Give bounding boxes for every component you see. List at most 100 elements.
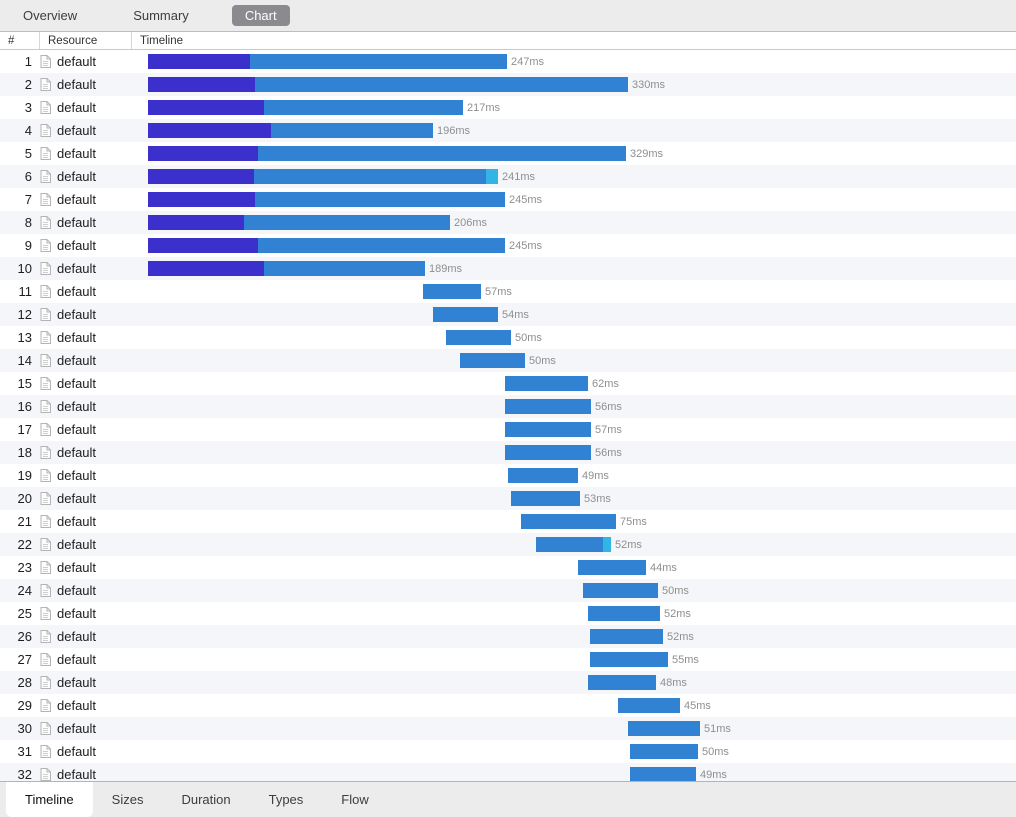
timeline-bar bbox=[628, 721, 700, 736]
table-row[interactable]: 26 default 52ms bbox=[0, 625, 1016, 648]
document-icon bbox=[40, 745, 52, 758]
table-row[interactable]: 10 default 189ms bbox=[0, 257, 1016, 280]
resource-cell: default bbox=[40, 629, 140, 644]
column-header-timeline[interactable]: Timeline bbox=[140, 34, 184, 47]
bar-segment-blue bbox=[536, 537, 603, 552]
bar-segment-blue bbox=[244, 215, 450, 230]
bar-segment-blue bbox=[423, 284, 481, 299]
table-row[interactable]: 32 default 49ms bbox=[0, 763, 1016, 781]
duration-label: 50ms bbox=[515, 331, 542, 344]
timeline-cell: 49ms bbox=[140, 767, 1016, 781]
table-row[interactable]: 16 default 56ms bbox=[0, 395, 1016, 418]
column-header-number[interactable]: # bbox=[0, 32, 40, 49]
timeline-cell: 56ms bbox=[140, 445, 1016, 460]
row-number: 12 bbox=[17, 307, 32, 322]
column-header-resource[interactable]: Resource bbox=[40, 32, 132, 49]
tab-summary[interactable]: Summary bbox=[133, 8, 189, 23]
table-row[interactable]: 11 default 57ms bbox=[0, 280, 1016, 303]
resource-rows: 1 default 247ms 2 bbox=[0, 50, 1016, 781]
table-row[interactable]: 23 default 44ms bbox=[0, 556, 1016, 579]
resource-label: default bbox=[57, 307, 97, 322]
table-row[interactable]: 20 default 53ms bbox=[0, 487, 1016, 510]
timeline-bar bbox=[148, 100, 463, 115]
tab-chart[interactable]: Chart bbox=[231, 5, 290, 26]
table-row[interactable]: 15 default 62ms bbox=[0, 372, 1016, 395]
table-row[interactable]: 17 default 57ms bbox=[0, 418, 1016, 441]
table-row[interactable]: 5 default 329ms bbox=[0, 142, 1016, 165]
duration-label: 51ms bbox=[704, 722, 731, 735]
row-number: 21 bbox=[17, 514, 32, 529]
resource-cell: default bbox=[40, 652, 140, 667]
table-row[interactable]: 27 default 55ms bbox=[0, 648, 1016, 671]
table-row[interactable]: 7 default 245ms bbox=[0, 188, 1016, 211]
tab-duration[interactable]: Duration bbox=[181, 792, 231, 807]
table-row[interactable]: 4 default 196ms bbox=[0, 119, 1016, 142]
table-row[interactable]: 31 default 50ms bbox=[0, 740, 1016, 763]
resource-label: default bbox=[57, 445, 97, 460]
row-number: 31 bbox=[17, 744, 32, 759]
resource-label: default bbox=[57, 652, 97, 667]
timeline-bar bbox=[505, 422, 591, 437]
tab-types[interactable]: Types bbox=[268, 792, 304, 807]
table-row[interactable]: 22 default 52ms bbox=[0, 533, 1016, 556]
timeline-cell: 206ms bbox=[140, 215, 1016, 230]
resource-cell: default bbox=[40, 123, 140, 138]
row-number: 28 bbox=[17, 675, 32, 690]
table-row[interactable]: 1 default 247ms bbox=[0, 50, 1016, 73]
table-row[interactable]: 28 default 48ms bbox=[0, 671, 1016, 694]
bar-segment-blue bbox=[258, 238, 505, 253]
table-row[interactable]: 12 default 54ms bbox=[0, 303, 1016, 326]
row-number: 11 bbox=[18, 284, 33, 299]
document-icon bbox=[40, 492, 52, 505]
tab-sizes[interactable]: Sizes bbox=[111, 792, 144, 807]
timeline-bar bbox=[148, 123, 433, 138]
resource-cell: default bbox=[40, 445, 140, 460]
timeline-cell: 57ms bbox=[140, 422, 1016, 437]
resource-cell: default bbox=[40, 560, 140, 575]
resource-label: default bbox=[57, 560, 97, 575]
duration-label: 196ms bbox=[437, 124, 471, 137]
resource-label: default bbox=[57, 422, 97, 437]
table-row[interactable]: 24 default 50ms bbox=[0, 579, 1016, 602]
resource-label: default bbox=[57, 100, 97, 115]
table-row[interactable]: 18 default 56ms bbox=[0, 441, 1016, 464]
resource-cell: default bbox=[40, 307, 140, 322]
timeline-cell: 50ms bbox=[140, 744, 1016, 759]
table-row[interactable]: 21 default 75ms bbox=[0, 510, 1016, 533]
timeline-cell: 50ms bbox=[140, 353, 1016, 368]
timeline-bar bbox=[148, 192, 505, 207]
bar-segment-blue bbox=[630, 744, 698, 759]
duration-label: 245ms bbox=[509, 193, 543, 206]
row-number: 32 bbox=[17, 767, 32, 781]
table-row[interactable]: 3 default 217ms bbox=[0, 96, 1016, 119]
duration-label: 57ms bbox=[485, 285, 512, 298]
table-row[interactable]: 19 default 49ms bbox=[0, 464, 1016, 487]
tab-overview[interactable]: Overview bbox=[23, 8, 78, 23]
table-row[interactable]: 13 default 50ms bbox=[0, 326, 1016, 349]
table-row[interactable]: 30 default 51ms bbox=[0, 717, 1016, 740]
table-row[interactable]: 25 default 52ms bbox=[0, 602, 1016, 625]
table-row[interactable]: 9 default 245ms bbox=[0, 234, 1016, 257]
resource-label: default bbox=[57, 583, 97, 598]
resource-cell: default bbox=[40, 675, 140, 690]
table-row[interactable]: 8 default 206ms bbox=[0, 211, 1016, 234]
document-icon bbox=[40, 699, 52, 712]
duration-label: 189ms bbox=[429, 262, 463, 275]
row-number: 2 bbox=[24, 77, 32, 92]
table-row[interactable]: 29 default 45ms bbox=[0, 694, 1016, 717]
tab-timeline[interactable]: Timeline bbox=[6, 782, 93, 817]
table-row[interactable]: 14 default 50ms bbox=[0, 349, 1016, 372]
document-icon bbox=[40, 147, 52, 160]
resource-label: default bbox=[57, 514, 97, 529]
table-row[interactable]: 6 default 241ms bbox=[0, 165, 1016, 188]
duration-label: 55ms bbox=[672, 653, 699, 666]
timeline-bar bbox=[148, 261, 425, 276]
document-icon bbox=[40, 239, 52, 252]
resource-label: default bbox=[57, 192, 97, 207]
table-row[interactable]: 2 default 330ms bbox=[0, 73, 1016, 96]
duration-label: 52ms bbox=[667, 630, 694, 643]
resource-label: default bbox=[57, 238, 97, 253]
timeline-bar bbox=[505, 445, 591, 460]
duration-label: 241ms bbox=[502, 170, 536, 183]
tab-flow[interactable]: Flow bbox=[341, 792, 369, 807]
